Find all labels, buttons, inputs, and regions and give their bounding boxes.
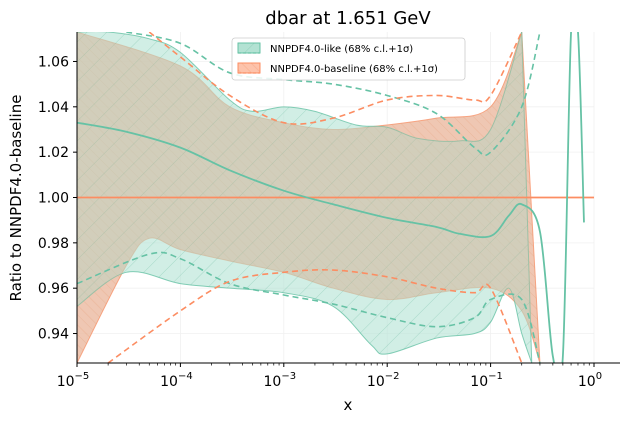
y-ticks: 0.94 0.96 0.98 1.00 1.02 1.04 1.06 (38, 54, 77, 343)
x-tick-label: 10−2 (367, 371, 400, 390)
legend-box (231, 37, 466, 81)
plot-area (77, 32, 594, 363)
y-tick-label: 1.06 (38, 54, 69, 70)
y-tick-label: 0.98 (38, 236, 69, 252)
legend-entry-like: NNPDF4.0-like (68% c.l.+1σ) (237, 42, 413, 55)
legend-label-baseline: NNPDF4.0-baseline (68% c.l.+1σ) (270, 64, 438, 75)
y-axis-label: Ratio to NNPDF4.0-baseline (7, 95, 25, 302)
chart-title: dbar at 1.651 GeV (265, 8, 431, 29)
x-ticks: 10−5 10−4 10−3 10−2 10−1 100 (57, 363, 602, 390)
dashed-lower-like (77, 251, 541, 363)
x-tick-label: 100 (578, 371, 602, 390)
x-tick-label: 10−4 (160, 371, 193, 390)
y-tick-label: 0.94 (38, 327, 69, 343)
y-tick-label: 1.00 (38, 191, 69, 207)
legend-label-like: NNPDF4.0-like (68% c.l.+1σ) (270, 44, 413, 55)
y-tick-label: 1.04 (38, 100, 69, 116)
x-tick-label: 10−5 (57, 371, 90, 390)
x-tick-label: 10−3 (264, 371, 297, 390)
legend: NNPDF4.0-like (68% c.l.+1σ) NNPDF4.0-bas… (231, 37, 466, 81)
y-tick-label: 0.96 (38, 281, 69, 297)
dashed-upper-like (126, 32, 541, 157)
x-tick-label: 10−1 (470, 371, 503, 390)
x-axis-label: x (344, 396, 353, 414)
y-tick-label: 1.02 (38, 145, 69, 161)
dashed-upper-baseline (148, 32, 523, 125)
dashed-lower-baseline (107, 269, 523, 363)
legend-entry-baseline: NNPDF4.0-baseline (68% c.l.+1σ) (237, 62, 438, 75)
central-line-like (77, 32, 585, 363)
